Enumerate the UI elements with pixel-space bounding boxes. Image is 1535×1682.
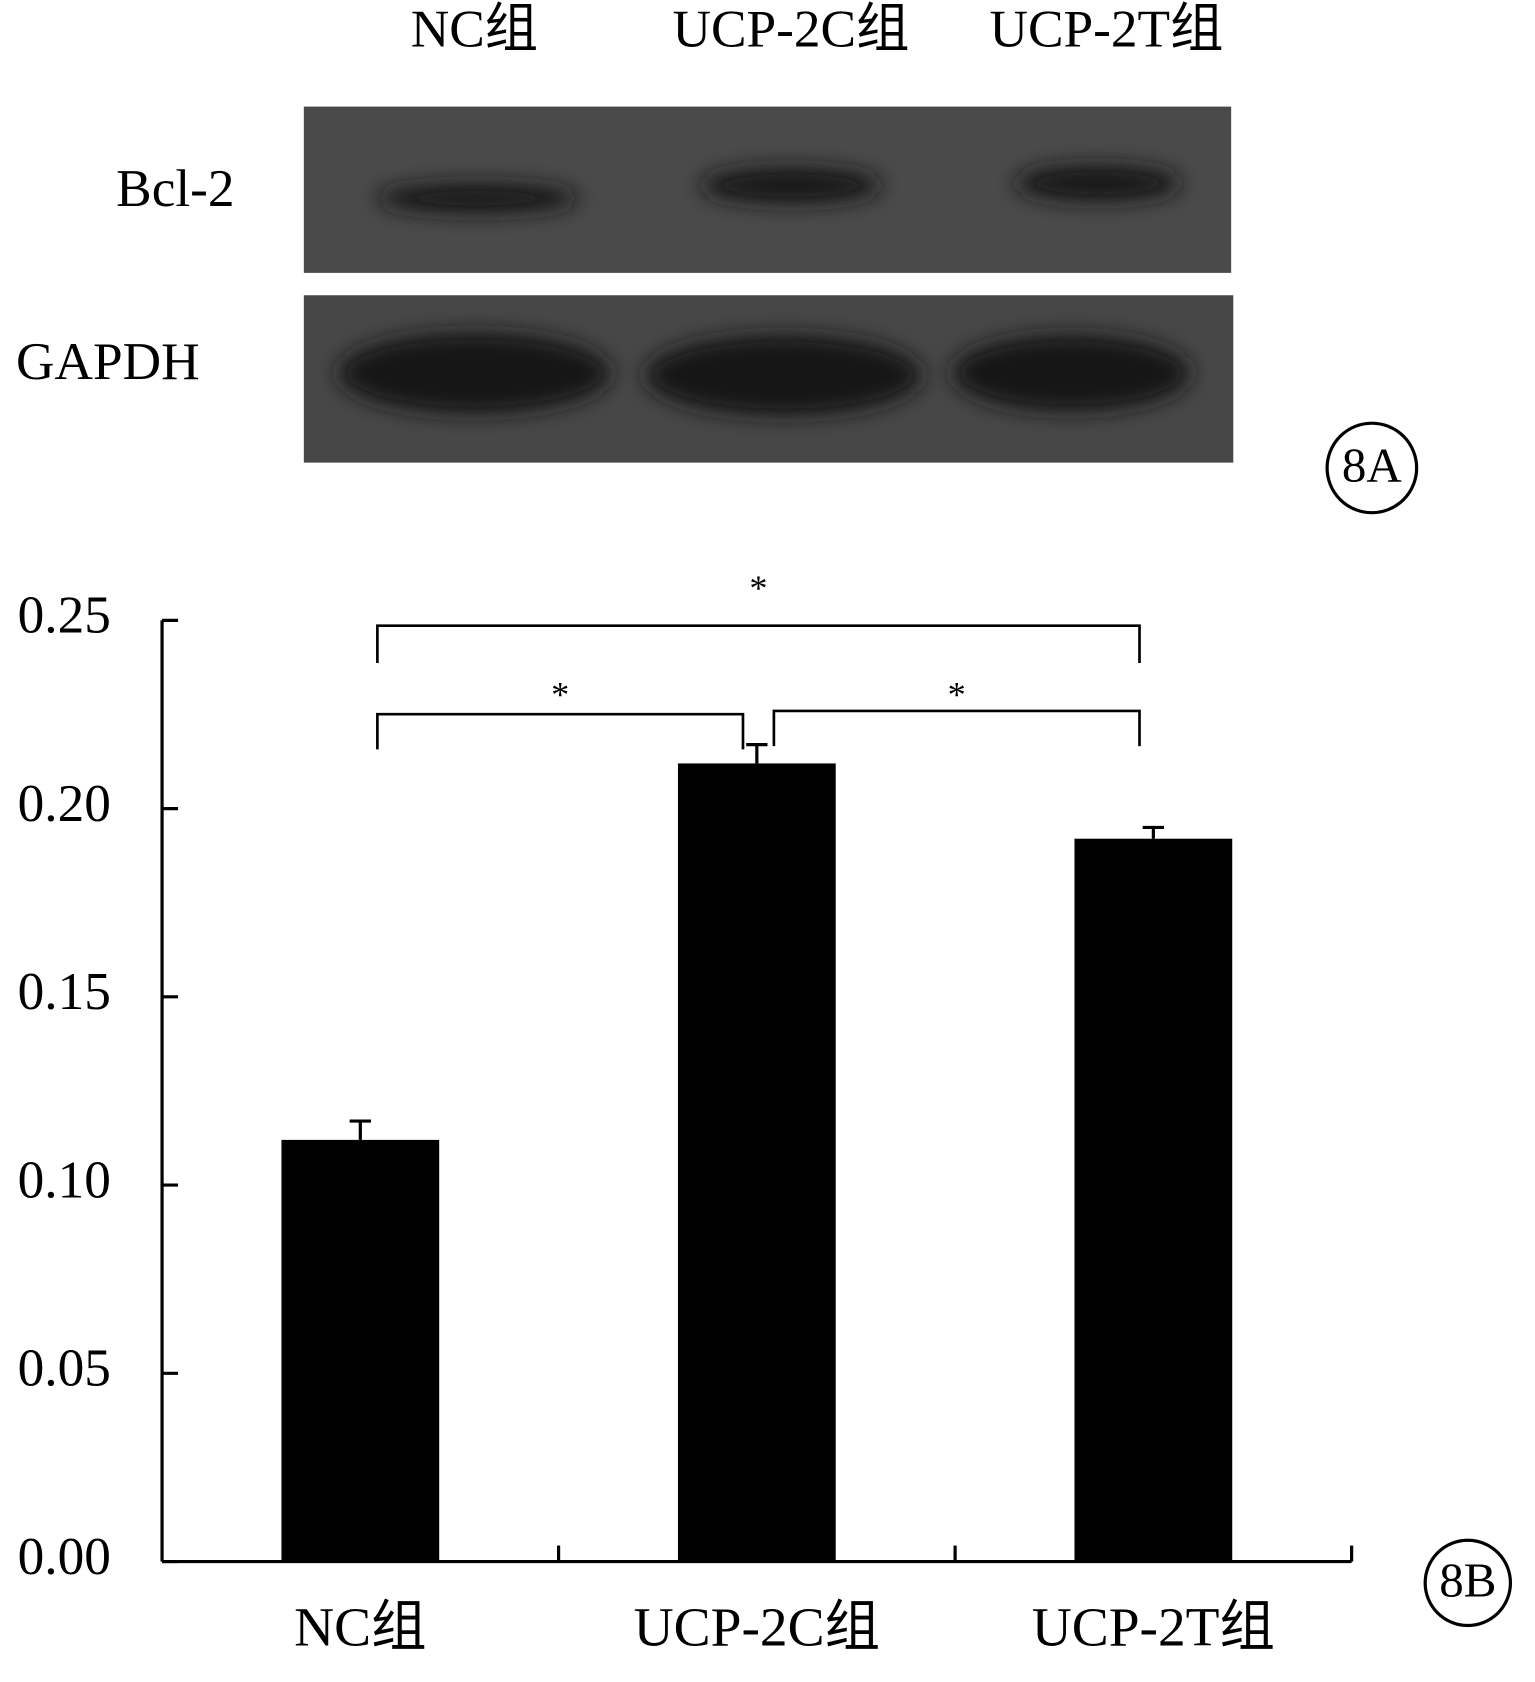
bar <box>677 763 836 1562</box>
bands <box>337 165 1191 416</box>
bar <box>1074 838 1233 1562</box>
row-label: GAPDH <box>16 332 200 391</box>
lane-label: NC组 <box>411 0 538 58</box>
bar-chart: 0.00 0.05 0.10 0.15 0.20 0.25 NC组 UCP-2C组 UCP-2T… <box>18 568 1354 1658</box>
y-tick-label: 0.00 <box>18 1527 111 1586</box>
panel-badge <box>1423 1538 1513 1628</box>
row-label: Bcl-2 <box>116 159 234 218</box>
significance-bracket <box>772 709 1141 747</box>
y-tick-label: 0.25 <box>18 586 111 645</box>
x-tick-label: NC组 <box>294 1597 426 1658</box>
significance-bracket <box>376 624 1141 663</box>
y-tick-label: 0.05 <box>18 1339 111 1398</box>
bar <box>281 1139 440 1562</box>
y-tick-label: 0.20 <box>18 774 111 833</box>
western-blot: NC组 UCP-2C组 UCP-2T组 Bcl-2 GAPDH 8A <box>16 0 1419 515</box>
x-tick-label: UCP-2T组 <box>1032 1597 1275 1658</box>
panel-label: 8A <box>1342 437 1403 492</box>
lane-label: UCP-2T组 <box>990 0 1224 58</box>
significance-bracket <box>376 712 745 750</box>
y-tick-label: 0.10 <box>18 1150 111 1209</box>
panel-label: 8B <box>1439 1552 1496 1607</box>
y-tick-label: 0.15 <box>18 962 111 1021</box>
lane-label: UCP-2C组 <box>673 0 910 58</box>
significance-label: * <box>948 674 966 714</box>
significance-label: * <box>551 674 569 714</box>
x-tick-label: UCP-2C组 <box>634 1597 880 1658</box>
significance-label: * <box>749 568 767 608</box>
panel-badge <box>1325 421 1419 515</box>
